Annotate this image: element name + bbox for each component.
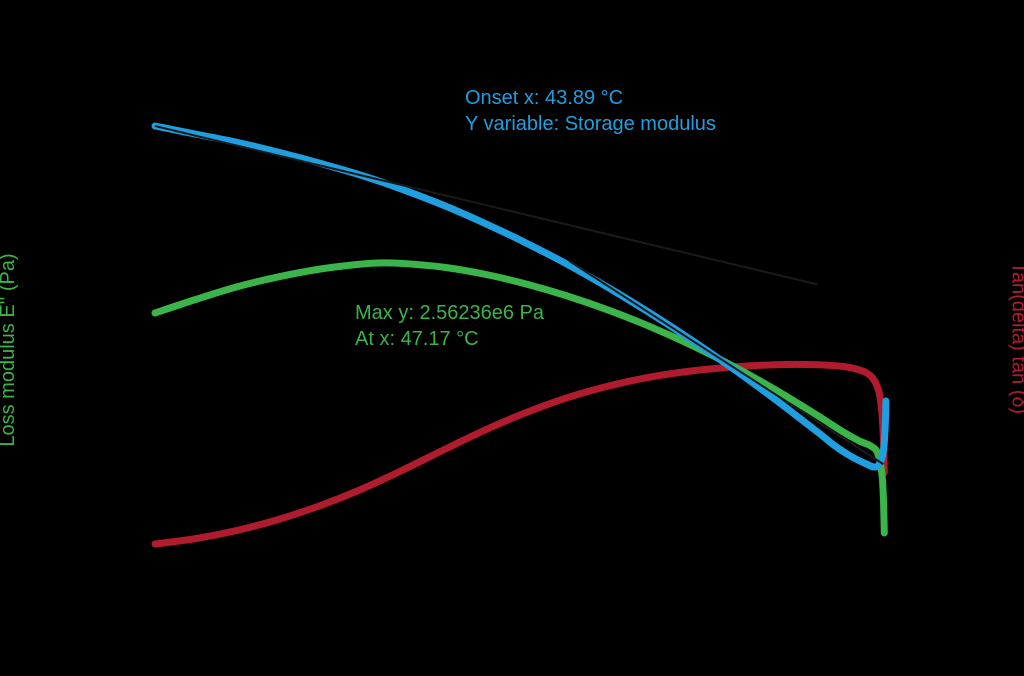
max-annotation-line2: At x: 47.17 °C xyxy=(355,328,479,350)
y-axis-loss-label: Loss modulus E'' (Pa) xyxy=(0,253,19,446)
dma-chart: Storage modulus E' (Pa) Loss modulus E''… xyxy=(0,0,1024,676)
onset-annotation: Onset x: 43.89 °C Y variable: Storage mo… xyxy=(465,85,716,137)
max-annotation-line1: Max y: 2.56236e6 Pa xyxy=(355,302,544,324)
y-axis-right-label: Tan(delta) tan (δ) xyxy=(1006,262,1024,414)
onset-annotation-line1: Onset x: 43.89 °C xyxy=(465,87,623,109)
onset-annotation-line2: Y variable: Storage modulus xyxy=(465,113,716,135)
max-annotation: Max y: 2.56236e6 Pa At x: 47.17 °C xyxy=(355,300,544,352)
y-axis-tandelta-label: Tan(delta) tan (δ) xyxy=(1007,262,1024,414)
y-axis-left-labels: Storage modulus E' (Pa) Loss modulus E''… xyxy=(0,229,20,446)
storage-tangent-1 xyxy=(155,126,817,284)
